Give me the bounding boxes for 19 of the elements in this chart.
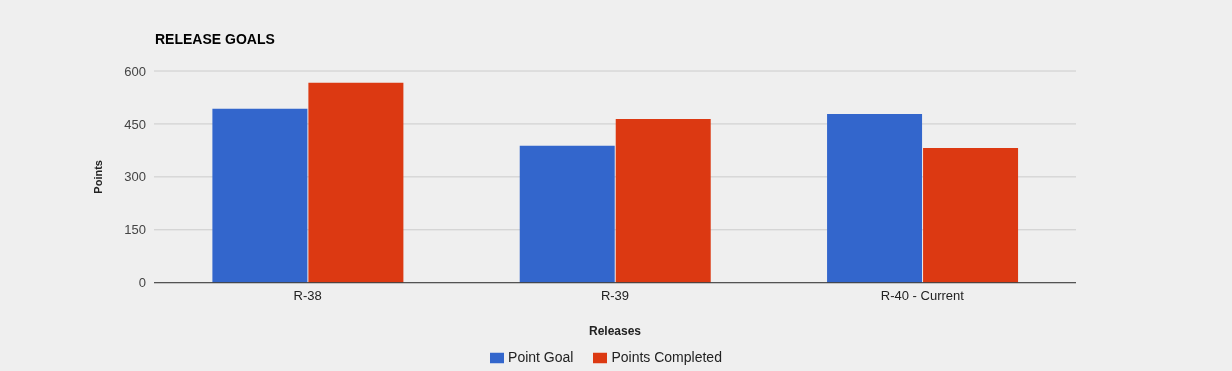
y-tick-label: 600 [124,63,146,79]
y-tick-label: 0 [138,275,146,291]
y-tick-label: 450 [124,116,146,132]
legend-label: Point Goal [508,348,574,365]
x-tick-label: R-40 - Current [880,287,965,303]
y-tick-label: 150 [124,222,146,238]
legend-label: Points Completed [611,348,722,365]
y-tick-label: 300 [124,169,146,185]
x-axis-title: Releases [588,324,642,339]
bar [615,118,711,283]
x-tick-label: R-38 [293,287,322,303]
bar [923,147,1019,283]
chart-title: RELEASE GOALS [155,31,275,47]
bar [827,114,923,283]
bar [308,82,404,283]
bar [212,108,308,283]
x-tick-label: R-39 [600,287,630,303]
y-axis-title: Points [91,160,104,194]
bar [519,145,615,283]
